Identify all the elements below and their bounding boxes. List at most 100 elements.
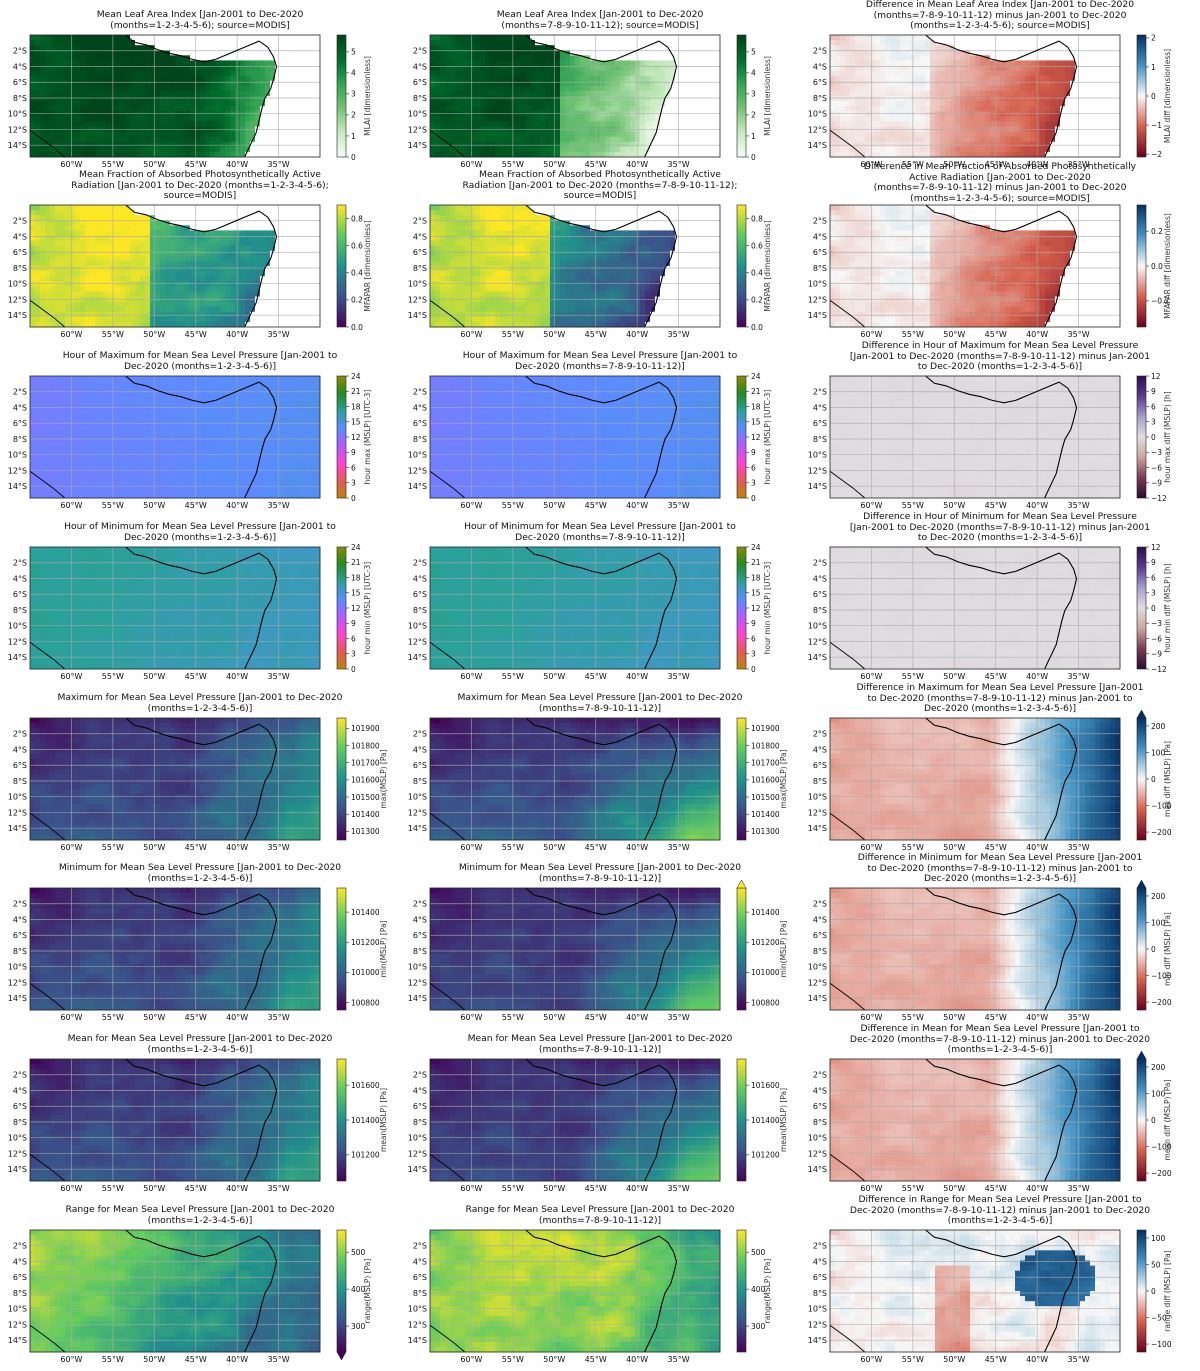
map-cell bbox=[835, 65, 841, 71]
map-cell bbox=[125, 136, 131, 143]
map-cell bbox=[435, 121, 441, 127]
map-cell bbox=[130, 260, 136, 267]
map-cell bbox=[685, 85, 691, 92]
map-cell bbox=[595, 106, 601, 112]
map-cell bbox=[1060, 75, 1066, 82]
map-cell bbox=[855, 75, 861, 82]
map-cell bbox=[505, 60, 511, 66]
map-cell bbox=[115, 255, 121, 262]
map-cell bbox=[165, 65, 171, 71]
map-cell bbox=[135, 55, 141, 61]
map-cell bbox=[210, 250, 216, 257]
map-cell bbox=[145, 240, 151, 247]
map-cell bbox=[870, 151, 876, 158]
map-cell bbox=[585, 96, 591, 102]
map-cell bbox=[255, 250, 261, 257]
map-cell bbox=[640, 141, 646, 148]
lat-tick-label: 6°S bbox=[13, 78, 27, 87]
map-cell bbox=[120, 65, 126, 71]
map-cell bbox=[915, 50, 921, 56]
map-cell bbox=[1010, 55, 1016, 61]
map-cell bbox=[535, 151, 541, 158]
map-cell bbox=[885, 90, 891, 97]
map-cell bbox=[960, 90, 966, 97]
map-cell bbox=[245, 141, 251, 148]
map-cell bbox=[60, 205, 66, 211]
map-cell bbox=[230, 101, 236, 107]
map-cell bbox=[280, 96, 286, 102]
map-cell bbox=[1090, 75, 1096, 82]
map-cell bbox=[220, 45, 226, 51]
map-cell bbox=[170, 60, 176, 66]
map-cell bbox=[180, 205, 186, 211]
map-cell bbox=[580, 101, 586, 107]
map-cell bbox=[155, 116, 161, 122]
map-cell bbox=[300, 146, 306, 153]
map-cell bbox=[30, 101, 36, 107]
map-cell bbox=[520, 151, 526, 158]
map-cell bbox=[900, 90, 906, 97]
map-frame bbox=[829, 34, 1121, 158]
map-cell bbox=[280, 245, 286, 252]
map-cell bbox=[235, 75, 241, 82]
map-cell bbox=[60, 220, 66, 226]
map-cell bbox=[650, 106, 656, 112]
map-cell bbox=[630, 60, 636, 66]
map-cell bbox=[1015, 116, 1021, 122]
map-cell bbox=[960, 101, 966, 107]
map-cell bbox=[70, 146, 76, 153]
map-cell bbox=[200, 116, 206, 122]
map-cell bbox=[890, 65, 896, 71]
map-cell bbox=[135, 45, 141, 51]
map-cell bbox=[840, 146, 846, 153]
map-cell bbox=[710, 45, 716, 51]
map-cell bbox=[1070, 75, 1076, 82]
map-cell bbox=[30, 255, 36, 262]
map-cell bbox=[210, 205, 216, 211]
map-cell bbox=[535, 75, 541, 82]
map-cell bbox=[920, 85, 926, 92]
map-cell bbox=[185, 121, 191, 127]
map-cell bbox=[115, 235, 121, 241]
lon-tick-label: 50°W bbox=[943, 160, 965, 169]
map-cell bbox=[175, 80, 181, 87]
map-cell bbox=[140, 235, 146, 241]
map-cell bbox=[500, 121, 506, 127]
map-cell bbox=[640, 70, 646, 77]
map-cell bbox=[285, 40, 291, 46]
map-cell bbox=[1015, 136, 1021, 143]
map-cell bbox=[165, 101, 171, 107]
map-cell bbox=[845, 146, 851, 153]
map-cell bbox=[235, 60, 241, 66]
map-cell bbox=[175, 215, 181, 221]
map-cell bbox=[225, 85, 231, 92]
map-cell bbox=[210, 131, 216, 138]
map-cell bbox=[935, 65, 941, 71]
map-cell bbox=[875, 55, 881, 61]
map-cell bbox=[435, 101, 441, 107]
map-cell bbox=[40, 96, 46, 102]
map-cell bbox=[255, 136, 261, 143]
map-cell bbox=[690, 141, 696, 148]
map-cell bbox=[575, 50, 581, 56]
map-cell bbox=[195, 131, 201, 138]
map-cell bbox=[875, 136, 881, 143]
map-cell bbox=[1060, 85, 1066, 92]
map-cell bbox=[235, 225, 241, 231]
map-cell bbox=[40, 240, 46, 247]
map-cell bbox=[930, 116, 936, 122]
map-cell bbox=[255, 55, 261, 61]
map-cell bbox=[310, 101, 316, 107]
map-cell bbox=[60, 235, 66, 241]
map-cell bbox=[945, 60, 951, 66]
map-cell bbox=[645, 60, 651, 66]
map-cell bbox=[1065, 151, 1071, 158]
map-cell bbox=[965, 121, 971, 127]
map-cell bbox=[940, 136, 946, 143]
map-cell bbox=[670, 116, 676, 122]
map-cell bbox=[855, 80, 861, 87]
map-cell bbox=[640, 50, 646, 56]
map-cell bbox=[505, 80, 511, 87]
map-cell bbox=[225, 80, 231, 87]
map-cell bbox=[1105, 35, 1111, 41]
